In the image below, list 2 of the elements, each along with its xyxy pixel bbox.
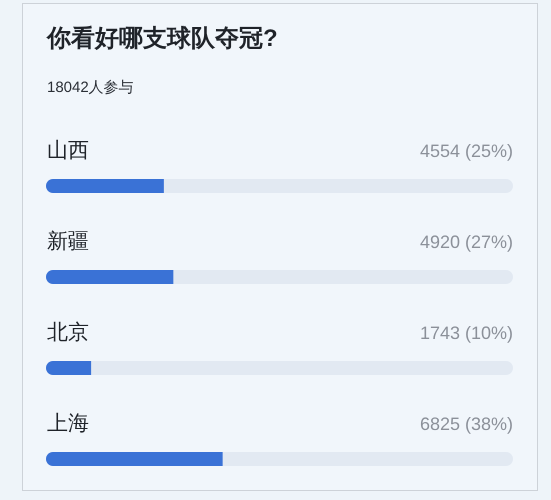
title: 你看好哪支球队夺冠? (47, 25, 278, 52)
subtitle: 18042人参与 (47, 79, 134, 96)
